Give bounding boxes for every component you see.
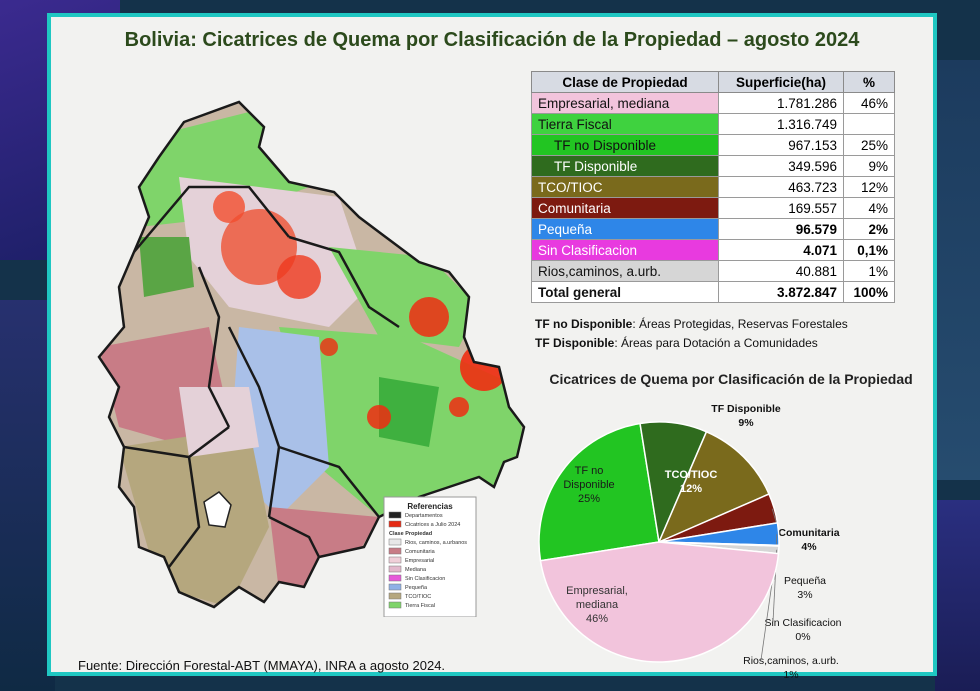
legend-swatch <box>388 583 402 591</box>
pie-label: Pequeña 3% <box>784 575 826 601</box>
table-cell-pct: 4% <box>843 197 895 219</box>
legend-swatch <box>388 601 402 609</box>
pie-chart-title: Cicatrices de Quema por Clasificación de… <box>549 371 913 387</box>
legend-label: Tierra Fiscal <box>405 603 435 609</box>
table-cell-pct: 12% <box>843 176 895 198</box>
legend-label: Mediana <box>405 567 427 573</box>
background-panel <box>0 300 55 691</box>
table-cell-area: 4.071 <box>718 239 844 261</box>
table-cell-area: 169.557 <box>718 197 844 219</box>
legend-swatch <box>388 538 402 546</box>
table-cell-pct: 100% <box>843 281 895 303</box>
note-line: TF Disponible: Áreas para Dotación a Com… <box>535 336 818 350</box>
legend-label: TCO/TIOC <box>405 594 431 600</box>
table-cell-class: TF Disponible <box>531 155 719 177</box>
table-cell-area: 349.596 <box>718 155 844 177</box>
legend-label: Empresarial <box>405 558 434 564</box>
slide-title: Bolivia: Cicatrices de Quema por Clasifi… <box>124 29 860 51</box>
table-cell-area: 967.153 <box>718 134 844 156</box>
table-cell-area: 1.316.749 <box>718 113 844 135</box>
table-cell-area: 40.881 <box>718 260 844 282</box>
table-row: Total general 3.872.847 100% <box>531 281 895 303</box>
table-cell-pct: 1% <box>843 260 895 282</box>
table-cell-area: 1.781.286 <box>718 92 844 114</box>
note-line: TF no Disponible: Áreas Protegidas, Rese… <box>535 317 848 331</box>
table-cell-area: 463.723 <box>718 176 844 198</box>
bolivia-map: Referencias Departamentos Cicatrices a Ju… <box>97 100 526 617</box>
table-cell-pct <box>843 113 895 135</box>
pie-slice <box>538 422 660 562</box>
table-row: TF Disponible 349.596 9% <box>531 155 895 177</box>
table-header-class: Clase de Propiedad <box>531 71 719 93</box>
pie-label: Comunitaria 4% <box>778 527 839 553</box>
table-cell-class: TF no Disponible <box>531 134 719 156</box>
pie-label: Rios,caminos, a.urb. 1% <box>743 655 839 681</box>
legend-label: Sin Clasificacion <box>405 576 445 582</box>
table-cell-area: 3.872.847 <box>718 281 844 303</box>
notes: TF no Disponible: Áreas Protegidas, Rese… <box>535 315 848 353</box>
table-row: Tierra Fiscal 1.316.749 <box>531 113 895 135</box>
source-note: Fuente: Dirección Forestal-ABT (MMAYA), … <box>78 658 446 673</box>
map-legend-title: Referencias <box>407 502 453 511</box>
table-cell-class: Empresarial, mediana <box>531 92 719 114</box>
legend-label: Comunitaria <box>405 549 436 555</box>
property-table: Clase de Propiedad Superficie(ha) % Empr… <box>531 71 895 303</box>
pie-chart: TF no Disponible 25% TF Disponible 9% TCO/TIO… <box>538 403 842 681</box>
table-row: TCO/TIOC 463.723 12% <box>531 176 895 198</box>
table-cell-class: Sin Clasificacion <box>531 239 719 261</box>
table-row: Empresarial, mediana 1.781.286 46% <box>531 92 895 114</box>
pie-label: Sin Clasificacion 0% <box>764 617 841 643</box>
pie-label: TF Disponible 9% <box>711 403 781 429</box>
table-cell-pct: 46% <box>843 92 895 114</box>
legend-label: Cicatrices a Julio 2024 <box>405 522 460 528</box>
table-cell-class: Tierra Fiscal <box>531 113 719 135</box>
table-row: TF no Disponible 967.153 25% <box>531 134 895 156</box>
pie-slice <box>657 430 770 544</box>
table-cell-area: 96.579 <box>718 218 844 240</box>
table-header-area: Superficie(ha) <box>718 71 844 93</box>
table-row: Rios,caminos, a.urb. 40.881 1% <box>531 260 895 282</box>
legend-swatch <box>388 520 402 528</box>
background-panel <box>935 500 980 691</box>
pie-label: Empresarial, mediana 46% <box>566 585 628 625</box>
legend-swatch <box>388 547 402 555</box>
legend-label: Clase Propiedad <box>389 531 432 537</box>
table-cell-pct: 0,1% <box>843 239 895 261</box>
table-cell-class: Pequeña <box>531 218 719 240</box>
pie-label: TF no Disponible 25% <box>563 465 614 505</box>
table-cell-pct: 2% <box>843 218 895 240</box>
table-cell-class: Rios,caminos, a.urb. <box>531 260 719 282</box>
table-cell-class: TCO/TIOC <box>531 176 719 198</box>
legend-swatch <box>388 565 402 573</box>
legend-label: Pequeña <box>405 585 428 591</box>
slide: Bolivia: Cicatrices de Quema por Clasifi… <box>47 13 937 681</box>
legend-label: Rios, caminos, a.urbanos <box>405 540 467 546</box>
table-row: Pequeña 96.579 2% <box>531 218 895 240</box>
legend-swatch <box>388 574 402 582</box>
legend-swatch <box>388 556 402 564</box>
background-panel <box>935 60 980 480</box>
pie-label: TCO/TIOC 12% <box>665 469 718 495</box>
table-cell-class: Comunitaria <box>531 197 719 219</box>
table-row: Sin Clasificacion 4.071 0,1% <box>531 239 895 261</box>
legend-label: Departamentos <box>405 513 443 519</box>
table-row: Comunitaria 169.557 4% <box>531 197 895 219</box>
legend-swatch <box>388 511 402 519</box>
table-header-pct: % <box>843 71 895 93</box>
map-legend: Referencias Departamentos Cicatrices a Ju… <box>383 496 477 617</box>
table-cell-class: Total general <box>531 281 719 303</box>
table-cell-pct: 9% <box>843 155 895 177</box>
table-cell-pct: 25% <box>843 134 895 156</box>
pie-slice <box>539 541 780 663</box>
legend-swatch <box>388 592 402 600</box>
table-header-row: Clase de Propiedad Superficie(ha) % <box>531 71 895 93</box>
